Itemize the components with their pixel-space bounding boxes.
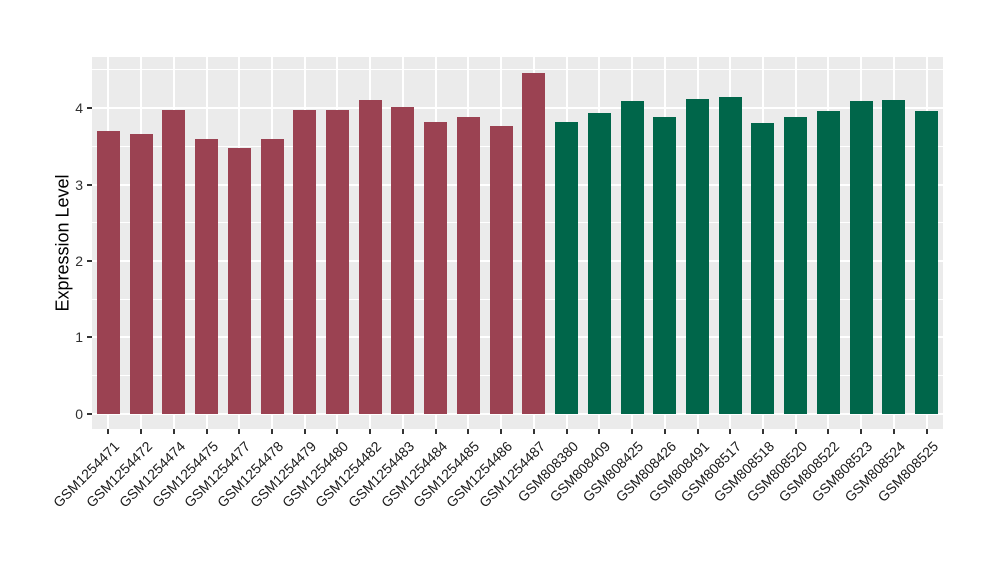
gridline-minor	[92, 145, 943, 147]
bar-gsm1254483	[391, 107, 415, 414]
bar-gsm808525	[915, 111, 939, 414]
bar-gsm1254482	[358, 99, 382, 414]
x-tick-mark	[434, 429, 437, 434]
bar-gsm808522	[816, 111, 840, 414]
x-tick-mark	[303, 429, 306, 434]
gridline-minor	[92, 222, 943, 224]
bar-gsm808491	[686, 99, 710, 414]
bar-gsm808520	[784, 116, 808, 414]
bar-gsm1254485	[456, 117, 480, 414]
x-tick-mark	[401, 429, 404, 434]
y-tick-mark	[87, 259, 92, 262]
x-tick-mark	[238, 429, 241, 434]
bar-gsm1254480	[325, 109, 349, 414]
y-tick-label: 2	[75, 252, 83, 269]
gridline-major	[92, 107, 943, 110]
bar-gsm1254477	[227, 147, 251, 414]
bar-gsm808517	[718, 97, 742, 414]
y-tick-label: 0	[75, 405, 83, 422]
x-tick-mark	[336, 429, 339, 434]
x-tick-mark	[205, 429, 208, 434]
x-tick-mark	[794, 429, 797, 434]
x-tick-mark	[761, 429, 764, 434]
plot-panel	[92, 57, 943, 429]
x-tick-mark	[565, 429, 568, 434]
x-tick-mark	[271, 429, 274, 434]
x-tick-mark	[467, 429, 470, 434]
bar-gsm1254484	[424, 121, 448, 414]
gridline-minor	[92, 69, 943, 71]
bar-gsm1254487	[522, 73, 546, 414]
x-tick-mark	[598, 429, 601, 434]
x-tick-mark	[532, 429, 535, 434]
x-tick-mark	[107, 429, 110, 434]
x-tick-mark	[663, 429, 666, 434]
x-tick-mark	[500, 429, 503, 434]
x-tick-mark	[827, 429, 830, 434]
gridline-major	[92, 259, 943, 262]
gridline-major	[92, 336, 943, 339]
bar-gsm808380	[555, 121, 579, 414]
y-tick-mark	[87, 107, 92, 110]
y-axis-title: Expression Level	[52, 174, 73, 312]
bar-gsm1254475	[195, 139, 219, 414]
bar-gsm808409	[587, 112, 611, 414]
x-tick-mark	[696, 429, 699, 434]
bar-gsm808426	[653, 117, 677, 414]
x-tick-mark	[729, 429, 732, 434]
x-tick-mark	[369, 429, 372, 434]
x-tick-mark	[631, 429, 634, 434]
bar-gsm808425	[620, 100, 644, 414]
y-tick-mark	[87, 183, 92, 186]
bar-gsm1254474	[162, 109, 186, 414]
bar-gsm1254479	[293, 110, 317, 414]
gridline-minor	[92, 298, 943, 300]
bar-gsm1254471	[96, 131, 120, 414]
x-tick-mark	[172, 429, 175, 434]
y-tick-label: 1	[75, 329, 83, 346]
gridline-major	[92, 412, 943, 415]
y-tick-label: 4	[75, 100, 83, 117]
x-tick-mark	[925, 429, 928, 434]
x-tick-mark	[892, 429, 895, 434]
bar-gsm1254486	[489, 125, 513, 414]
gridline-minor	[92, 375, 943, 377]
y-tick-mark	[87, 336, 92, 339]
bar-gsm808523	[849, 100, 873, 414]
bar-gsm808518	[751, 123, 775, 414]
y-tick-mark	[87, 412, 92, 415]
gridline-major	[92, 183, 943, 186]
x-tick-mark	[860, 429, 863, 434]
bar-gsm808524	[882, 99, 906, 414]
bar-gsm1254472	[129, 134, 153, 414]
y-tick-label: 3	[75, 176, 83, 193]
bar-gsm1254478	[260, 139, 284, 414]
x-tick-mark	[140, 429, 143, 434]
